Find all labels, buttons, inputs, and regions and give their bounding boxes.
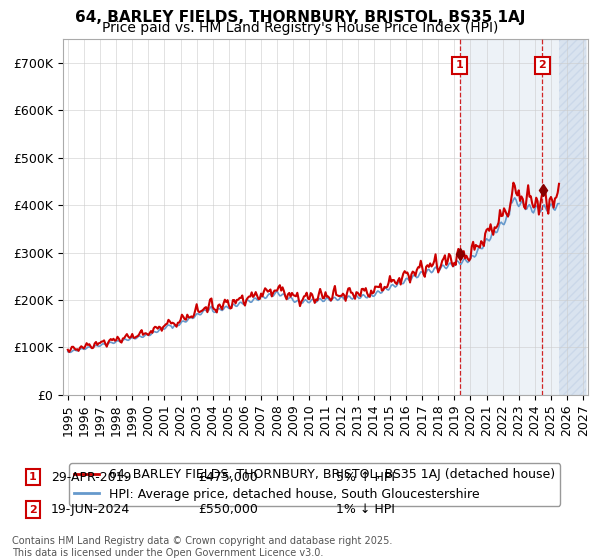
- Legend: 64, BARLEY FIELDS, THORNBURY, BRISTOL, BS35 1AJ (detached house), HPI: Average p: 64, BARLEY FIELDS, THORNBURY, BRISTOL, B…: [69, 463, 560, 506]
- Text: 29-APR-2019: 29-APR-2019: [51, 470, 131, 484]
- Text: 1% ↓ HPI: 1% ↓ HPI: [336, 503, 395, 516]
- Bar: [460, 39, 586, 395]
- Text: £475,000: £475,000: [198, 470, 258, 484]
- Text: 19-JUN-2024: 19-JUN-2024: [51, 503, 130, 516]
- Text: 5% ↑ HPI: 5% ↑ HPI: [336, 470, 395, 484]
- Text: Price paid vs. HM Land Registry's House Price Index (HPI): Price paid vs. HM Land Registry's House …: [102, 21, 498, 35]
- Text: 1: 1: [456, 60, 464, 70]
- Text: 2: 2: [539, 60, 546, 70]
- Text: £550,000: £550,000: [198, 503, 258, 516]
- Text: 64, BARLEY FIELDS, THORNBURY, BRISTOL, BS35 1AJ: 64, BARLEY FIELDS, THORNBURY, BRISTOL, B…: [75, 10, 525, 25]
- Text: 1: 1: [29, 472, 37, 482]
- Text: Contains HM Land Registry data © Crown copyright and database right 2025.
This d: Contains HM Land Registry data © Crown c…: [12, 536, 392, 558]
- Bar: [559, 39, 586, 395]
- Text: 2: 2: [29, 505, 37, 515]
